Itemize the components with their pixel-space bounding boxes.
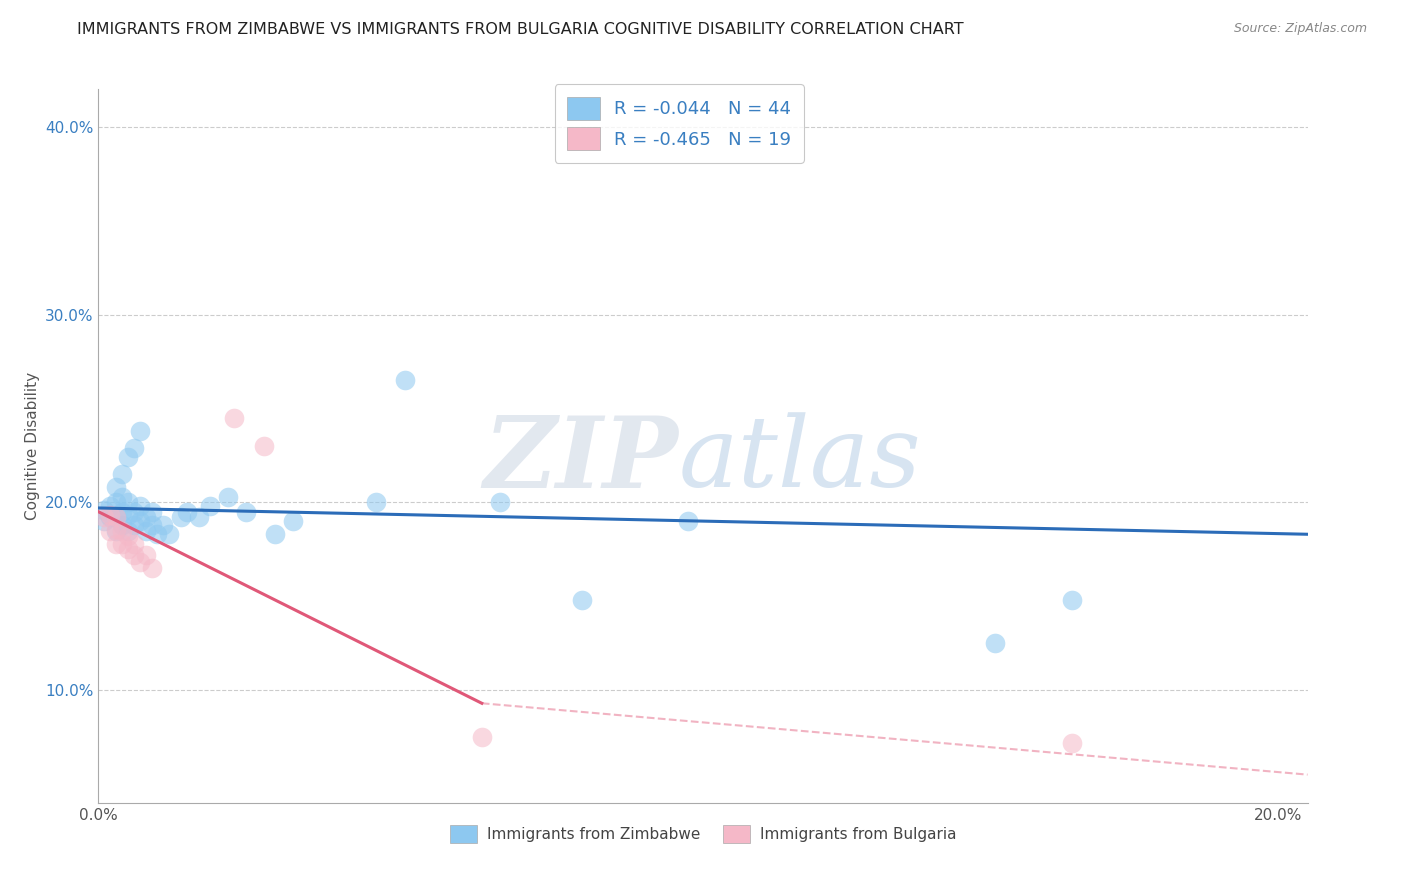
Point bbox=[105, 510, 128, 524]
Point bbox=[111, 517, 134, 532]
Point bbox=[571, 593, 593, 607]
Point bbox=[93, 510, 115, 524]
Point bbox=[222, 410, 245, 425]
Point bbox=[984, 636, 1007, 650]
Point bbox=[93, 503, 115, 517]
Point bbox=[141, 517, 163, 532]
Point bbox=[170, 510, 193, 524]
Point bbox=[187, 510, 209, 524]
Point bbox=[122, 441, 145, 455]
Point bbox=[394, 373, 416, 387]
Point bbox=[98, 510, 121, 524]
Point bbox=[217, 490, 239, 504]
Point bbox=[111, 490, 134, 504]
Point bbox=[117, 542, 139, 557]
Point bbox=[98, 524, 121, 538]
Point bbox=[678, 514, 700, 528]
Point bbox=[117, 529, 139, 543]
Point bbox=[128, 424, 150, 438]
Point bbox=[135, 510, 157, 524]
Point bbox=[128, 514, 150, 528]
Point bbox=[98, 508, 121, 523]
Point bbox=[146, 527, 169, 541]
Point bbox=[122, 548, 145, 562]
Point bbox=[122, 505, 145, 519]
Point bbox=[488, 495, 510, 509]
Point bbox=[105, 495, 128, 509]
Point bbox=[117, 495, 139, 509]
Point bbox=[128, 556, 150, 570]
Point bbox=[105, 522, 128, 536]
Legend: Immigrants from Zimbabwe, Immigrants from Bulgaria: Immigrants from Zimbabwe, Immigrants fro… bbox=[444, 819, 962, 848]
Point bbox=[135, 524, 157, 538]
Point bbox=[252, 439, 274, 453]
Point bbox=[111, 505, 134, 519]
Point bbox=[264, 527, 287, 541]
Text: ZIP: ZIP bbox=[484, 412, 679, 508]
Point bbox=[105, 510, 128, 524]
Point bbox=[93, 514, 115, 528]
Point bbox=[471, 730, 494, 744]
Point bbox=[152, 517, 174, 532]
Point bbox=[117, 524, 139, 538]
Point bbox=[141, 505, 163, 519]
Point bbox=[281, 514, 304, 528]
Text: atlas: atlas bbox=[679, 413, 921, 508]
Point bbox=[122, 517, 145, 532]
Text: Source: ZipAtlas.com: Source: ZipAtlas.com bbox=[1233, 22, 1367, 36]
Point bbox=[117, 508, 139, 523]
Point bbox=[111, 467, 134, 482]
Point bbox=[98, 499, 121, 513]
Point bbox=[1060, 593, 1083, 607]
Point bbox=[105, 524, 128, 538]
Point bbox=[105, 480, 128, 494]
Point bbox=[111, 536, 134, 550]
Text: IMMIGRANTS FROM ZIMBABWE VS IMMIGRANTS FROM BULGARIA COGNITIVE DISABILITY CORREL: IMMIGRANTS FROM ZIMBABWE VS IMMIGRANTS F… bbox=[77, 22, 965, 37]
Point bbox=[200, 499, 222, 513]
Point bbox=[117, 450, 139, 465]
Point bbox=[135, 548, 157, 562]
Point bbox=[141, 561, 163, 575]
Point bbox=[122, 536, 145, 550]
Point bbox=[105, 536, 128, 550]
Point bbox=[1060, 736, 1083, 750]
Point bbox=[111, 524, 134, 538]
Point bbox=[176, 505, 198, 519]
Point bbox=[364, 495, 387, 509]
Point bbox=[128, 499, 150, 513]
Point bbox=[235, 505, 257, 519]
Point bbox=[157, 527, 180, 541]
Y-axis label: Cognitive Disability: Cognitive Disability bbox=[24, 372, 39, 520]
